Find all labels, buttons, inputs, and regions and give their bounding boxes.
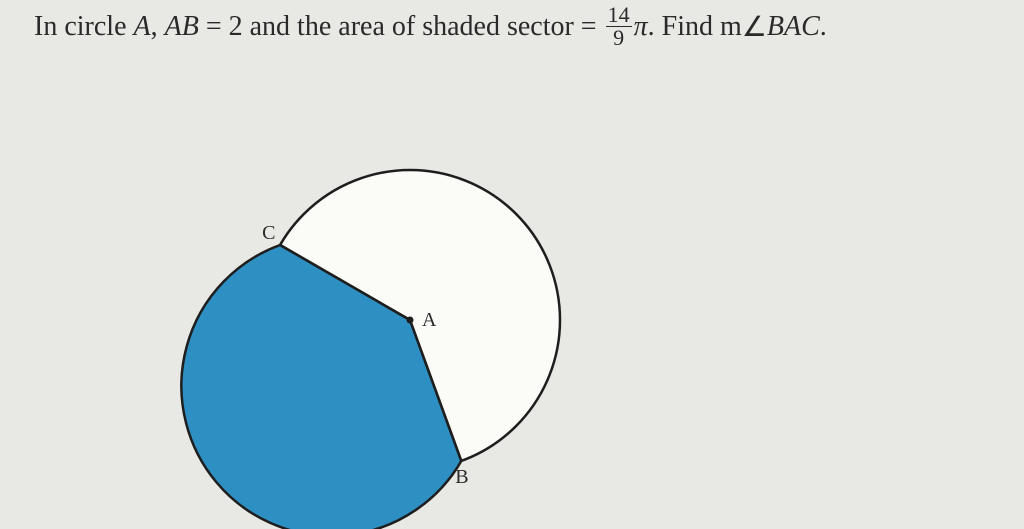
- question-text: In circle A, AB = 2 and the area of shad…: [34, 6, 1004, 51]
- center-dot: [407, 317, 414, 324]
- label-c: C: [262, 222, 275, 244]
- q-end: .: [820, 11, 827, 42]
- q-mid2: . Find m: [648, 11, 742, 42]
- angle-symbol: ∠: [742, 9, 767, 47]
- q-mid1: and the area of shaded sector =: [243, 11, 604, 42]
- angle-label: BAC: [767, 11, 820, 42]
- q-eq: =: [199, 11, 229, 42]
- seg-val: 2: [229, 11, 243, 42]
- q-prefix: In circle: [34, 11, 134, 42]
- fraction: 149: [606, 4, 632, 49]
- pi-symbol: π: [634, 11, 648, 42]
- frac-den: 9: [606, 26, 632, 49]
- circle-sector-diagram: A B C: [210, 130, 610, 529]
- label-a: A: [422, 309, 437, 331]
- frac-num: 14: [606, 4, 632, 26]
- circle-name: A: [134, 11, 151, 42]
- q-comma: ,: [151, 11, 165, 42]
- label-b: B: [455, 466, 468, 488]
- seg-lhs: AB: [165, 11, 199, 42]
